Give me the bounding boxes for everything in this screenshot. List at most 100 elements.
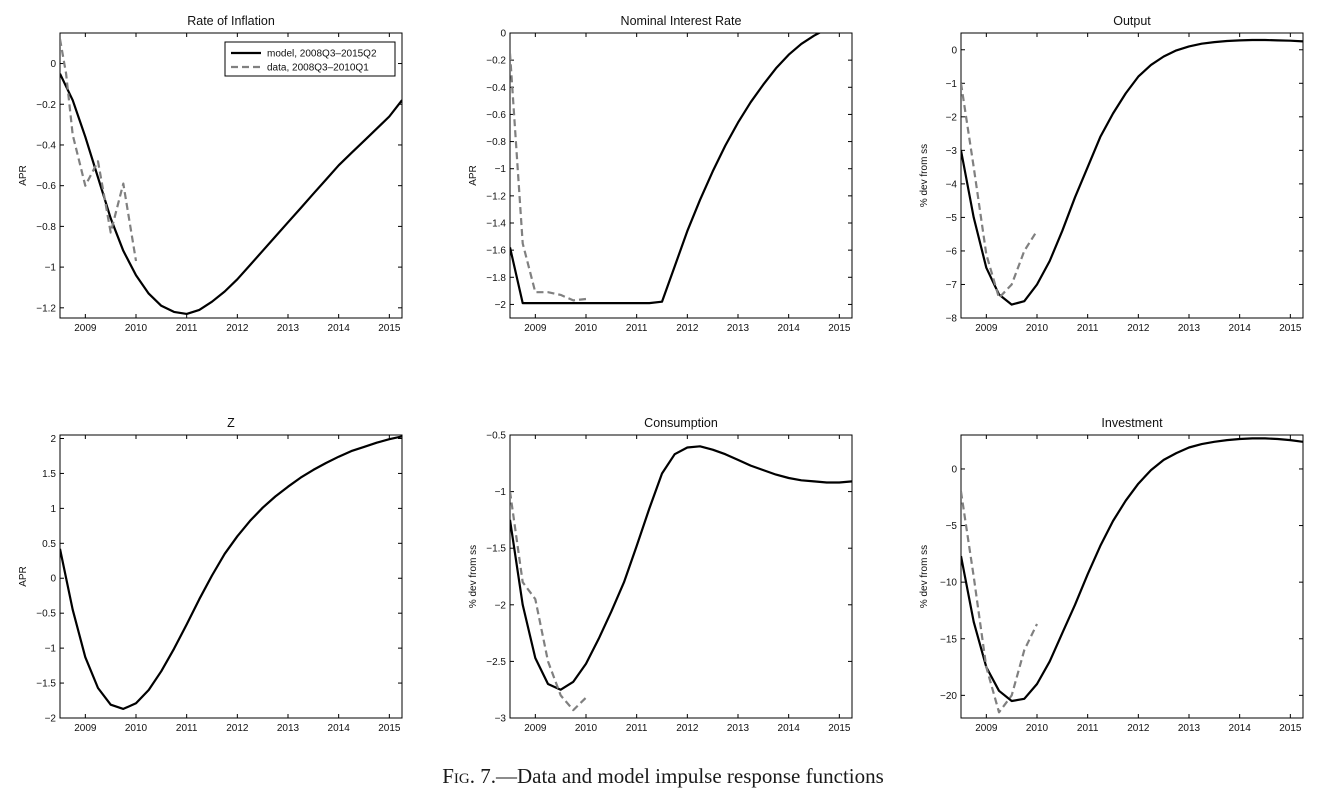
model-series-line: [961, 38, 1303, 306]
x-tick-label: 2015: [378, 723, 401, 734]
chart-panel-1: Rate of Inflation APR 0 −0.2 −0.4 −0.6 −0.8 −1 −…: [18, 14, 403, 334]
x-tick-label: 2010: [575, 723, 598, 734]
figure-caption: Fig. 7.—Data and model impulse response …: [0, 764, 1326, 789]
series-group: [961, 437, 1303, 714]
chart-panel-2: Nominal Interest Rate APR 0 −0.2 −0.4 −0.6 −0.…: [468, 14, 853, 334]
x-tick-label: 2009: [74, 323, 97, 334]
x-tick-label: 2015: [378, 323, 401, 334]
x-tick-label: 2014: [778, 323, 801, 334]
y-tick-label: −1.2: [486, 191, 506, 202]
x-tick-label: 2011: [1077, 323, 1099, 334]
y-tick-label: −15: [940, 634, 957, 645]
y-tick-label: −1.5: [36, 679, 56, 690]
chart-panel-5: Consumption % dev from ss −0.5 −1 −1.5 −2 −2.5…: [468, 416, 853, 734]
y-tick-label: −1: [45, 263, 57, 274]
y-axis-label: % dev from ss: [919, 144, 930, 207]
chart-panels: Rate of Inflation APR 0 −0.2 −0.4 −0.6 −0.8 −1 −…: [18, 14, 1304, 734]
legend-box: [224, 41, 396, 77]
plot-frame: [59, 434, 403, 719]
x-tick-label: 2011: [176, 323, 198, 334]
y-tick-label: −1: [45, 644, 57, 655]
figure-caption-label: Fig. 7.: [442, 764, 496, 788]
y-tick-label: −2: [495, 600, 507, 611]
y-tick-label: −0.4: [36, 140, 56, 151]
y-tick-label: −0.2: [486, 56, 506, 67]
series-group: [961, 38, 1303, 306]
y-tick-label: 0: [50, 59, 56, 70]
y-tick-label: 0: [50, 574, 56, 585]
x-tick-label: 2014: [328, 723, 351, 734]
y-tick-label: −8: [946, 314, 958, 325]
y-tick-label: −4: [946, 179, 958, 190]
x-tick-label: 2014: [778, 723, 801, 734]
y-tick-label: −0.6: [36, 181, 56, 192]
x-tick-label: 2014: [1229, 323, 1252, 334]
x-tick-label: 2015: [828, 723, 851, 734]
y-tick-label: −1: [495, 487, 507, 498]
x-tick-label: 2013: [277, 723, 300, 734]
chart-panel-4: Z APR 2 1.5 1 0.5 0 −0.5 −1 −1.5 −2 2009 2010 2011 201…: [18, 416, 403, 734]
x-tick-label: 2014: [328, 323, 351, 334]
y-tick-label: −1.6: [486, 246, 506, 257]
chart-title: Output: [1113, 14, 1151, 28]
series-group: [60, 38, 402, 315]
model-series-line: [510, 445, 852, 691]
x-tick-label: 2014: [1229, 723, 1252, 734]
x-tick-label: 2011: [1077, 723, 1099, 734]
x-tick-label: 2010: [1026, 323, 1049, 334]
y-tick-label: 1.5: [42, 469, 56, 480]
y-tick-label: −2: [495, 300, 507, 311]
y-tick-label: −2.5: [486, 657, 506, 668]
x-tick-label: 2010: [575, 323, 598, 334]
x-tick-label: 2009: [975, 323, 998, 334]
y-axis-label: APR: [18, 165, 29, 186]
y-tick-label: −0.4: [486, 83, 506, 94]
y-tick-label: −2: [45, 714, 57, 725]
y-tick-label: −3: [946, 146, 958, 157]
y-tick-label: −2: [946, 112, 958, 123]
y-tick-label: −6: [946, 246, 958, 257]
y-tick-label: −0.8: [486, 137, 506, 148]
plot-frame: [960, 32, 1304, 319]
chart-panel-6: Investment % dev from ss 0 −5 −10 −15 −20 2009 2…: [919, 416, 1304, 734]
y-axis-label: % dev from ss: [919, 545, 930, 608]
y-tick-label: −20: [940, 691, 957, 702]
chart-title: Rate of Inflation: [187, 14, 275, 28]
model-series-line: [961, 437, 1303, 703]
x-tick-label: 2010: [125, 323, 148, 334]
data-series-line: [961, 491, 1038, 714]
y-tick-label: −1.4: [486, 219, 506, 230]
model-series-line: [510, 33, 822, 305]
figure-caption-text: —Data and model impulse response functio…: [495, 764, 884, 788]
model-series-line: [60, 73, 402, 315]
x-tick-label: 2009: [74, 723, 97, 734]
plot-frame: [509, 434, 853, 719]
x-tick-label: 2012: [676, 723, 699, 734]
x-tick-label: 2013: [727, 323, 750, 334]
legend-entry-label: data, 2008Q3–2010Q1: [267, 63, 369, 74]
x-tick-label: 2009: [975, 723, 998, 734]
y-tick-label: 2: [50, 434, 56, 445]
chart-title: Nominal Interest Rate: [621, 14, 742, 28]
plot-frame: [509, 32, 853, 319]
legend-entry-label: model, 2008Q3–2015Q2: [267, 49, 377, 60]
y-tick-label: 0: [951, 464, 957, 475]
x-tick-label: 2013: [727, 723, 750, 734]
y-tick-label: −1.2: [36, 303, 56, 314]
x-tick-label: 2010: [125, 723, 148, 734]
x-tick-label: 2015: [828, 323, 851, 334]
y-tick-label: −0.5: [486, 431, 506, 442]
y-tick-label: −5: [946, 521, 958, 532]
y-tick-label: 0: [951, 45, 957, 56]
x-tick-label: 2013: [277, 323, 300, 334]
y-tick-label: −5: [946, 213, 958, 224]
y-tick-label: 0.5: [42, 539, 56, 550]
x-tick-label: 2011: [626, 723, 648, 734]
data-series-line: [510, 491, 587, 712]
y-tick-label: −0.2: [36, 100, 56, 111]
series-group: [510, 445, 852, 712]
y-tick-label: 0: [500, 29, 506, 40]
x-tick-label: 2013: [1178, 723, 1201, 734]
chart-title: Z: [227, 416, 235, 430]
